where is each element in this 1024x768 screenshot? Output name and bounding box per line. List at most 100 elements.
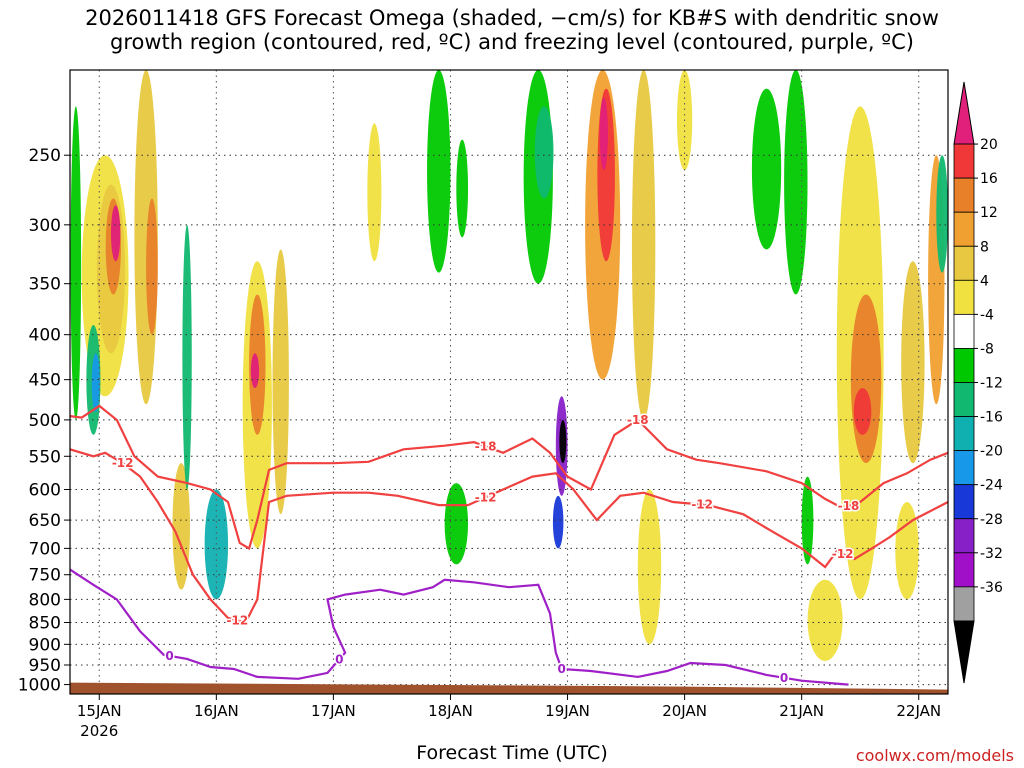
x-tick-year: 2026 [80, 722, 118, 740]
x-tick-label-19JAN: 19JAN [545, 702, 590, 720]
y-tick-label-900: 900 [29, 635, 61, 655]
y-tick-label-700: 700 [29, 539, 61, 559]
colorbar-swatch-10 [953, 450, 975, 486]
omega-patch-16 [367, 123, 382, 262]
omega-patch-29 [637, 489, 662, 645]
colorbar-label--4: -4 [980, 307, 994, 323]
x-tick-label-15JAN: 15JAN [77, 702, 122, 720]
y-tick-label-350: 350 [29, 275, 61, 295]
contour-label-0: -18 [475, 439, 497, 453]
omega-patch-23 [559, 419, 567, 464]
colorbar-label-16: 16 [980, 171, 998, 187]
contour-label-2: -18 [838, 499, 860, 513]
contour-label-5: -12 [475, 490, 497, 504]
colorbar-swatch-11 [953, 484, 975, 520]
y-tick-label-550: 550 [29, 447, 61, 467]
colorbar-label-12: 12 [980, 205, 998, 221]
colorbar-label--20: -20 [980, 444, 1003, 460]
x-tick-label-21JAN: 21JAN [779, 702, 824, 720]
y-tick-label-950: 950 [29, 656, 61, 676]
x-tick-label-22JAN: 22JAN [896, 702, 941, 720]
contour-line-2 [70, 568, 849, 686]
y-tick-label-850: 850 [29, 614, 61, 634]
colorbar-swatch-15 [953, 620, 975, 684]
omega-patch-19 [444, 483, 469, 565]
colorbar-swatch-3 [953, 211, 975, 247]
x-tick-label-20JAN: 20JAN [662, 702, 707, 720]
colorbar-label--8: -8 [980, 341, 994, 357]
y-tick-label-1000: 1000 [18, 676, 61, 696]
y-tick-label-650: 650 [29, 511, 61, 531]
contour-label-3: -12 [112, 456, 134, 470]
contour-label-7: -12 [832, 547, 854, 561]
colorbar-label--36: -36 [980, 580, 1003, 596]
omega-patch-34 [850, 294, 882, 464]
omega-patch-5 [91, 353, 100, 413]
contour-label-9: 0 [335, 653, 343, 667]
colorbar-swatch-8 [953, 382, 975, 417]
chart-title: 2026011418 GFS Forecast Omega (shaded, −… [0, 6, 1024, 54]
colorbar-swatch-2 [953, 177, 975, 213]
y-tick-label-450: 450 [29, 371, 61, 391]
x-axis: 15JAN 16JAN 17JAN 18JAN 19JAN 20JAN 21JAN 22JAN… [77, 694, 941, 740]
omega-patch-28 [631, 70, 656, 420]
chart-title-line-2: growth region (contoured, red, ºC) and f… [110, 30, 914, 54]
colorbar-label-4: 4 [980, 273, 989, 289]
colorbar: 20 16 12 8 4 -4 -8 -12 -16 -20 -24 -28 -32 -36 [953, 81, 1003, 684]
y-tick-label-250: 250 [29, 146, 61, 166]
colorbar-label-8: 8 [980, 239, 989, 255]
colorbar-label--24: -24 [980, 478, 1003, 494]
omega-patch-14 [250, 353, 260, 389]
colorbar-label-20: 20 [980, 137, 998, 153]
omega-patch-17 [427, 70, 451, 273]
y-tick-label-800: 800 [29, 590, 61, 610]
omega-patch-27 [599, 97, 608, 171]
colorbar-label--32: -32 [980, 546, 1003, 562]
y-tick-label-750: 750 [29, 566, 61, 586]
omega-patch-21 [534, 106, 554, 199]
omega-patch-35 [853, 388, 872, 435]
contour-label-10: 0 [558, 662, 566, 676]
colorbar-swatch-12 [953, 518, 975, 554]
site-credit: coolwx.com/models [855, 746, 1014, 765]
omega-patch-18 [456, 139, 469, 238]
contour-line-1 [70, 448, 948, 624]
omega-patch-10 [182, 224, 192, 490]
contour-label-6: -12 [691, 498, 713, 512]
contour-label-1: -18 [627, 413, 649, 427]
colorbar-label--28: -28 [980, 512, 1003, 528]
colorbar-label--16: -16 [980, 410, 1003, 426]
omega-patch-38 [807, 579, 843, 661]
plot-frame [69, 69, 949, 695]
colorbar-swatch-13 [953, 552, 975, 588]
colorbar-swatch-0 [953, 81, 975, 145]
omega-shading-layer [70, 70, 948, 661]
colorbar-swatch-5 [953, 279, 975, 315]
colorbar-swatch-4 [953, 245, 975, 281]
colorbar-swatch-14 [953, 586, 975, 622]
contour-line-0 [70, 404, 948, 551]
omega-patch-32 [784, 70, 808, 295]
y-tick-label-600: 600 [29, 481, 61, 501]
omega-patch-8 [146, 198, 158, 335]
omega-patch-15 [272, 249, 289, 515]
omega-patch-24 [552, 495, 564, 549]
contour-label-8: 0 [165, 649, 173, 663]
y-axis: 2503003504004505005506006507007508008509… [18, 146, 70, 696]
colorbar-swatch-1 [953, 143, 975, 179]
x-tick-label-16JAN: 16JAN [194, 702, 239, 720]
y-tick-label-400: 400 [29, 326, 61, 346]
colorbar-swatch-6 [953, 313, 975, 349]
terrain-surface [70, 682, 948, 694]
omega-patch-36 [901, 261, 925, 464]
omega-patch-3 [110, 205, 121, 262]
terrain-layer [70, 682, 948, 694]
x-axis-label: Forecast Time (UTC) [416, 742, 608, 764]
y-tick-label-500: 500 [29, 411, 61, 431]
omega-patch-41 [936, 155, 948, 273]
contour-label-11: 0 [780, 671, 788, 685]
x-tick-label-18JAN: 18JAN [428, 702, 473, 720]
omega-patch-31 [751, 88, 782, 250]
y-tick-label-300: 300 [29, 216, 61, 236]
